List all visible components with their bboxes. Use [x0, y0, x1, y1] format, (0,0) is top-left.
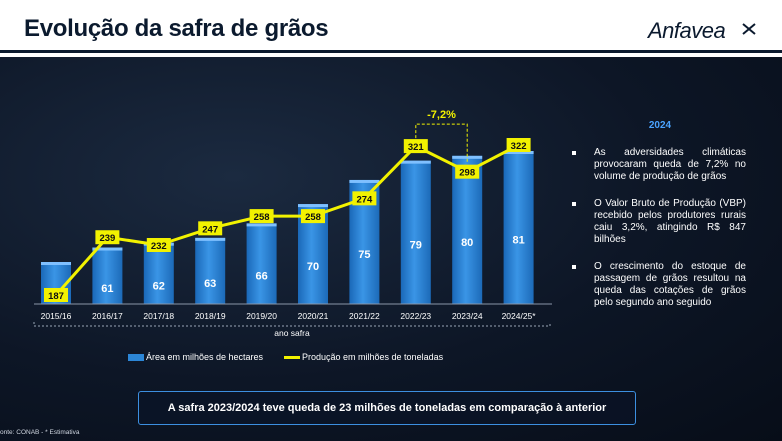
- bar-value-label: 70: [307, 261, 319, 273]
- x-tick-label: 2020/21: [298, 311, 329, 321]
- line-point-label-box: [403, 139, 428, 154]
- line-point-label: 239: [99, 233, 115, 244]
- bar-value-label: 75: [358, 249, 370, 261]
- x-tick-label: 2018/19: [195, 311, 226, 321]
- line-point-label-box: [95, 230, 120, 245]
- bar-area: [452, 155, 483, 304]
- line-point-label-box: [301, 209, 325, 224]
- bullet-item: As adversidades climáticas provocaram qu…: [572, 147, 746, 183]
- bar-area: [143, 242, 174, 304]
- bar-top-highlight: [246, 223, 277, 227]
- line-point-label: 274: [356, 194, 373, 205]
- bar-area: [503, 151, 534, 304]
- source-note: onte: CONAB - * Estimativa: [0, 429, 80, 436]
- line-point-label-box: [249, 209, 274, 224]
- x-tick-label: 2023/24: [452, 311, 483, 321]
- line-point-label-box: [146, 238, 171, 252]
- line-point-label: 247: [202, 224, 218, 235]
- header: Evolução da safra de grãos Anfavea: [0, 0, 782, 57]
- bar-top-highlight: [41, 262, 71, 265]
- harvest-chart: 586162636670757980812015/162016/172017/1…: [33, 109, 552, 338]
- side-panel-bullets: As adversidades climáticas provocaram qu…: [572, 147, 746, 324]
- bullet-item: O crescimento do estoque de passagem de …: [572, 261, 746, 309]
- bar-value-label: 66: [255, 271, 267, 283]
- legend-item-production: Produção em milhões de toneladas: [284, 352, 443, 362]
- bullet-square-icon: [572, 202, 576, 206]
- bar-value-label: 79: [410, 239, 422, 251]
- side-panel-year: 2024: [648, 120, 672, 131]
- bar-top-highlight: [195, 237, 226, 241]
- anfavea-logo: Anfavea: [648, 18, 726, 43]
- bar-value-label: 80: [461, 237, 473, 249]
- legend-item-area: Área em milhões de hectares: [128, 352, 263, 362]
- page-title: Evolução da safra de grãos: [24, 15, 329, 42]
- bar-top-highlight: [452, 155, 483, 159]
- line-point-label: 298: [459, 168, 475, 179]
- bar-top-highlight: [349, 179, 380, 183]
- line-point-label-box: [455, 164, 480, 179]
- bar-value-label: 81: [512, 235, 524, 247]
- x-tick-label: 2024/25*: [502, 311, 537, 321]
- bar-top-highlight: [298, 204, 328, 208]
- production-line: [54, 143, 520, 296]
- bar-top-highlight: [503, 151, 534, 154]
- annotation-label: -7,2%: [427, 109, 456, 121]
- x-axis-title: ano safra: [274, 328, 310, 338]
- bullet-square-icon: [572, 265, 576, 269]
- bar-area: [400, 160, 431, 304]
- bar-value-label: 63: [204, 278, 216, 290]
- annotation-bracket: [415, 123, 468, 164]
- bar-top-highlight: [92, 247, 123, 251]
- line-point-label-box: [198, 221, 223, 236]
- bar-top-highlight: [400, 160, 431, 164]
- line-point-label-box: [44, 288, 68, 302]
- x-tick-label: 2015/16: [41, 311, 72, 321]
- bar-area: [195, 237, 226, 304]
- x-axis-bracket: [33, 322, 551, 327]
- title-underline: [0, 50, 782, 53]
- line-point-label: 321: [408, 142, 425, 153]
- legend-line-swatch: [284, 356, 300, 360]
- line-point-label: 322: [511, 141, 527, 152]
- line-point-label: 258: [305, 212, 321, 223]
- x-tick-label: 2022/23: [400, 311, 431, 321]
- x-tick-label: 2021/22: [349, 311, 380, 321]
- line-point-label: 187: [48, 291, 64, 302]
- bar-area: [246, 223, 277, 304]
- legend-bar-swatch: [128, 354, 144, 362]
- anfavea-logo-mark-icon: [742, 23, 756, 35]
- bullet-item: O Valor Bruto de Produção (VBP) recebido…: [572, 198, 746, 246]
- line-point-label-box: [506, 138, 531, 152]
- bar-value-label: 62: [153, 280, 165, 292]
- bar-value-label: 61: [101, 283, 113, 295]
- line-point-label-box: [352, 191, 377, 206]
- bullet-square-icon: [572, 151, 576, 155]
- line-point-label: 232: [151, 241, 167, 252]
- x-tick-label: 2017/18: [143, 311, 174, 321]
- x-tick-label: 2019/20: [246, 311, 277, 321]
- bar-area: [92, 247, 123, 304]
- highlight-box: A safra 2023/2024 teve queda de 23 milhõ…: [138, 391, 636, 425]
- x-tick-label: 2016/17: [92, 311, 123, 321]
- line-point-label: 258: [254, 212, 270, 223]
